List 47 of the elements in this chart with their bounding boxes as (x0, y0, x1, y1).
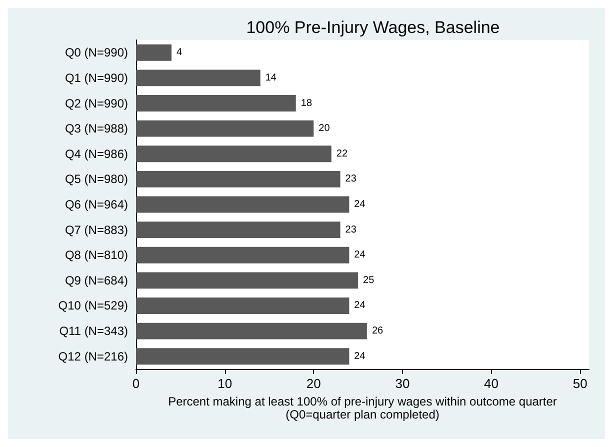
data-label: 23 (345, 224, 357, 236)
data-label: 18 (300, 98, 312, 109)
data-label: 26 (372, 326, 384, 337)
bar (136, 272, 358, 289)
y-tick-label: Q12 (N=216) (58, 349, 128, 364)
data-label: 24 (354, 300, 366, 312)
y-tick-label: Q5 (N=980) (64, 172, 128, 186)
data-label: 24 (354, 350, 366, 362)
bar (136, 95, 296, 112)
x-tick-label: 40 (484, 376, 499, 391)
x-axis-title: Percent making at least 100% of pre-injury wages within outcome quarter (Q0=quarter plan completed) (168, 394, 557, 422)
y-tick-label: Q2 (N=990) (64, 96, 128, 110)
data-label: 24 (354, 250, 366, 261)
bar (136, 348, 350, 365)
data-label: 23 (345, 174, 357, 185)
x-tick-label: 10 (218, 376, 232, 391)
x-tick-label: 20 (306, 376, 321, 391)
x-tick-label: 30 (395, 376, 410, 391)
bar (136, 322, 367, 340)
data-label: 20 (318, 123, 330, 134)
data-label: 22 (336, 148, 348, 160)
y-tick-label: Q8 (N=810) (64, 248, 128, 262)
bar (136, 170, 340, 188)
chart-title: 100% Pre-Injury Wages, Baseline (246, 18, 500, 37)
y-tick-label: Q4 (N=986) (64, 146, 128, 161)
bar (136, 44, 172, 61)
y-tick-label: Q3 (N=988) (64, 122, 128, 136)
x-tick-label: 0 (132, 376, 140, 391)
y-tick-label: Q10 (N=529) (58, 298, 128, 313)
bar (136, 222, 340, 238)
bar (136, 196, 350, 213)
x-tick-label: 50 (572, 376, 588, 391)
y-tick-label: Q9 (N=684) (64, 273, 128, 288)
data-label: 14 (265, 72, 277, 84)
y-tick-label: Q6 (N=964) (64, 198, 128, 212)
y-tick-label: Q1 (N=990) (64, 70, 128, 85)
bar (136, 246, 350, 264)
y-tick-label: Q0 (N=990) (64, 46, 128, 60)
bar (136, 120, 314, 137)
bar (136, 146, 332, 162)
data-label: 25 (363, 274, 375, 286)
data-label: 4 (176, 47, 183, 58)
data-label: 24 (354, 199, 366, 210)
y-tick-label: Q7 (N=883) (64, 222, 128, 237)
bar (136, 70, 260, 86)
bar (136, 298, 350, 314)
y-tick-label: Q11 (N=343) (59, 324, 128, 338)
